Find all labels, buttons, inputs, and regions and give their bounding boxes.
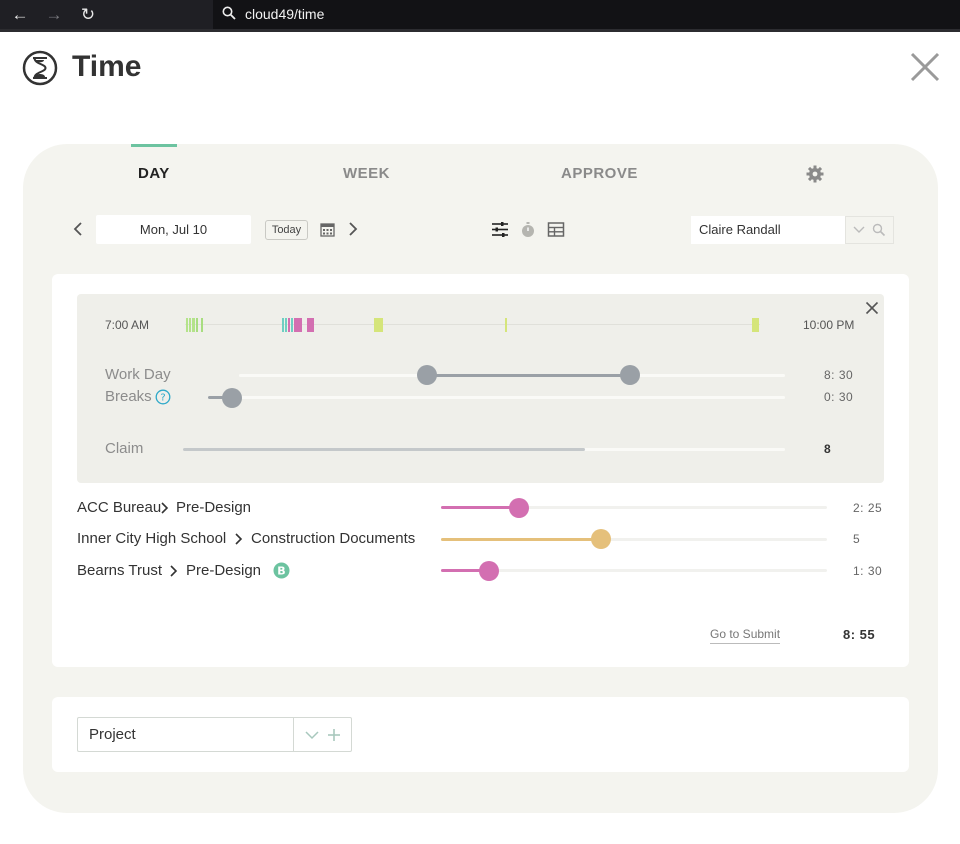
total-hours: 8: 55 xyxy=(843,627,876,642)
hourglass-logo-icon xyxy=(22,50,58,86)
search-icon xyxy=(222,6,236,20)
close-icon[interactable] xyxy=(908,50,942,84)
work-day-start-handle[interactable] xyxy=(417,365,437,385)
project-phase[interactable]: Construction Documents xyxy=(251,530,416,547)
sliders-view-icon[interactable] xyxy=(491,221,509,238)
user-select-tools xyxy=(845,216,894,244)
breaks-range xyxy=(208,396,232,399)
billing-badge-icon: B xyxy=(273,562,290,579)
timeline-segment[interactable] xyxy=(285,318,287,332)
project-slider-fill xyxy=(441,569,489,572)
timeline-segment[interactable] xyxy=(192,318,195,332)
chevron-down-icon[interactable] xyxy=(853,226,865,234)
gear-icon[interactable] xyxy=(806,165,824,183)
active-tab-indicator xyxy=(131,144,177,147)
claim-label: Claim xyxy=(105,440,144,457)
date-display[interactable]: Mon, Jul 10 xyxy=(96,215,251,244)
project-slider-track xyxy=(441,569,827,572)
project-phase[interactable]: Pre-Design xyxy=(186,562,262,579)
timeline-segment[interactable] xyxy=(374,318,383,332)
go-to-submit-link[interactable]: Go to Submit xyxy=(710,627,781,644)
project-slider-handle[interactable] xyxy=(591,529,611,549)
timeline-segment[interactable] xyxy=(282,318,284,332)
chevron-right-icon xyxy=(235,533,243,545)
timeline-segment[interactable] xyxy=(505,318,507,332)
back-arrow-icon[interactable]: ← xyxy=(11,5,29,24)
timeline-end-label: 10:00 PM xyxy=(803,318,855,332)
project-slider-track xyxy=(441,538,827,541)
browser-toolbar: ← → ↻ cloud49/time xyxy=(0,0,960,32)
project-client[interactable]: ACC Bureau xyxy=(77,499,162,516)
next-day-icon[interactable] xyxy=(346,220,360,238)
timeline-segment[interactable] xyxy=(189,318,191,332)
project-client[interactable]: Bearns Trust xyxy=(77,562,163,579)
today-button[interactable]: Today xyxy=(265,220,308,240)
timeline-start-label: 7:00 AM xyxy=(105,318,150,332)
tab-week[interactable]: WEEK xyxy=(343,165,390,182)
reload-icon[interactable]: ↻ xyxy=(80,5,96,24)
timeline-segment[interactable] xyxy=(307,318,314,332)
work-day-end-handle[interactable] xyxy=(620,365,640,385)
address-bar[interactable]: cloud49/time xyxy=(213,0,960,29)
breaks-value: 0: 30 xyxy=(824,390,854,404)
timeline-segment[interactable] xyxy=(752,318,759,332)
billing-badge-letter: B xyxy=(277,565,285,578)
project-phase[interactable]: Pre-Design xyxy=(176,499,252,516)
breaks-label: Breaks xyxy=(105,388,152,405)
table-view-icon[interactable] xyxy=(547,221,565,238)
claim-bar xyxy=(183,448,585,451)
day-summary xyxy=(77,294,884,483)
project-slider-fill xyxy=(441,506,519,509)
work-day-label: Work Day xyxy=(105,366,171,383)
calendar-icon[interactable] xyxy=(320,222,335,237)
timeline-segment[interactable] xyxy=(201,318,203,332)
project-input-tools xyxy=(293,717,352,752)
forward-arrow-icon[interactable]: → xyxy=(45,5,63,24)
claim-value: 8 xyxy=(824,442,831,456)
toolbar-divider xyxy=(0,29,960,32)
help-icon[interactable]: ? xyxy=(155,389,171,405)
work-day-range xyxy=(427,374,630,377)
timeline-segment[interactable] xyxy=(186,318,188,332)
url-text: cloud49/time xyxy=(245,6,325,22)
tab-approve[interactable]: APPROVE xyxy=(561,165,638,182)
chevron-right-icon xyxy=(170,565,178,577)
project-client[interactable]: Inner City High School xyxy=(77,530,227,547)
chevron-right-icon xyxy=(161,502,169,514)
breaks-handle[interactable] xyxy=(222,388,242,408)
app-title: Time xyxy=(72,50,142,83)
project-hours: 1: 30 xyxy=(853,564,883,578)
user-select[interactable]: Claire Randall xyxy=(691,216,845,244)
timeline-segment[interactable] xyxy=(196,318,198,332)
tab-day[interactable]: DAY xyxy=(138,165,170,182)
project-hours: 5 xyxy=(853,532,861,546)
project-slider-handle[interactable] xyxy=(509,498,529,518)
project-slider-fill xyxy=(441,538,601,541)
timeline-track xyxy=(185,324,760,325)
timeline-segment[interactable] xyxy=(294,318,302,332)
project-slider-track xyxy=(441,506,827,509)
stopwatch-icon[interactable] xyxy=(519,221,537,238)
work-day-value: 8: 30 xyxy=(824,368,854,382)
project-input[interactable] xyxy=(77,717,294,752)
previous-day-icon[interactable] xyxy=(71,220,85,238)
project-slider-handle[interactable] xyxy=(479,561,499,581)
search-icon[interactable] xyxy=(872,223,886,237)
svg-text:?: ? xyxy=(160,393,165,404)
breaks-track xyxy=(208,396,785,399)
timeline-segment[interactable] xyxy=(291,318,293,332)
close-icon[interactable] xyxy=(865,301,879,315)
chevron-down-icon[interactable] xyxy=(305,731,319,740)
timeline-segment[interactable] xyxy=(288,318,290,332)
project-hours: 2: 25 xyxy=(853,501,883,515)
add-icon[interactable] xyxy=(327,728,341,742)
